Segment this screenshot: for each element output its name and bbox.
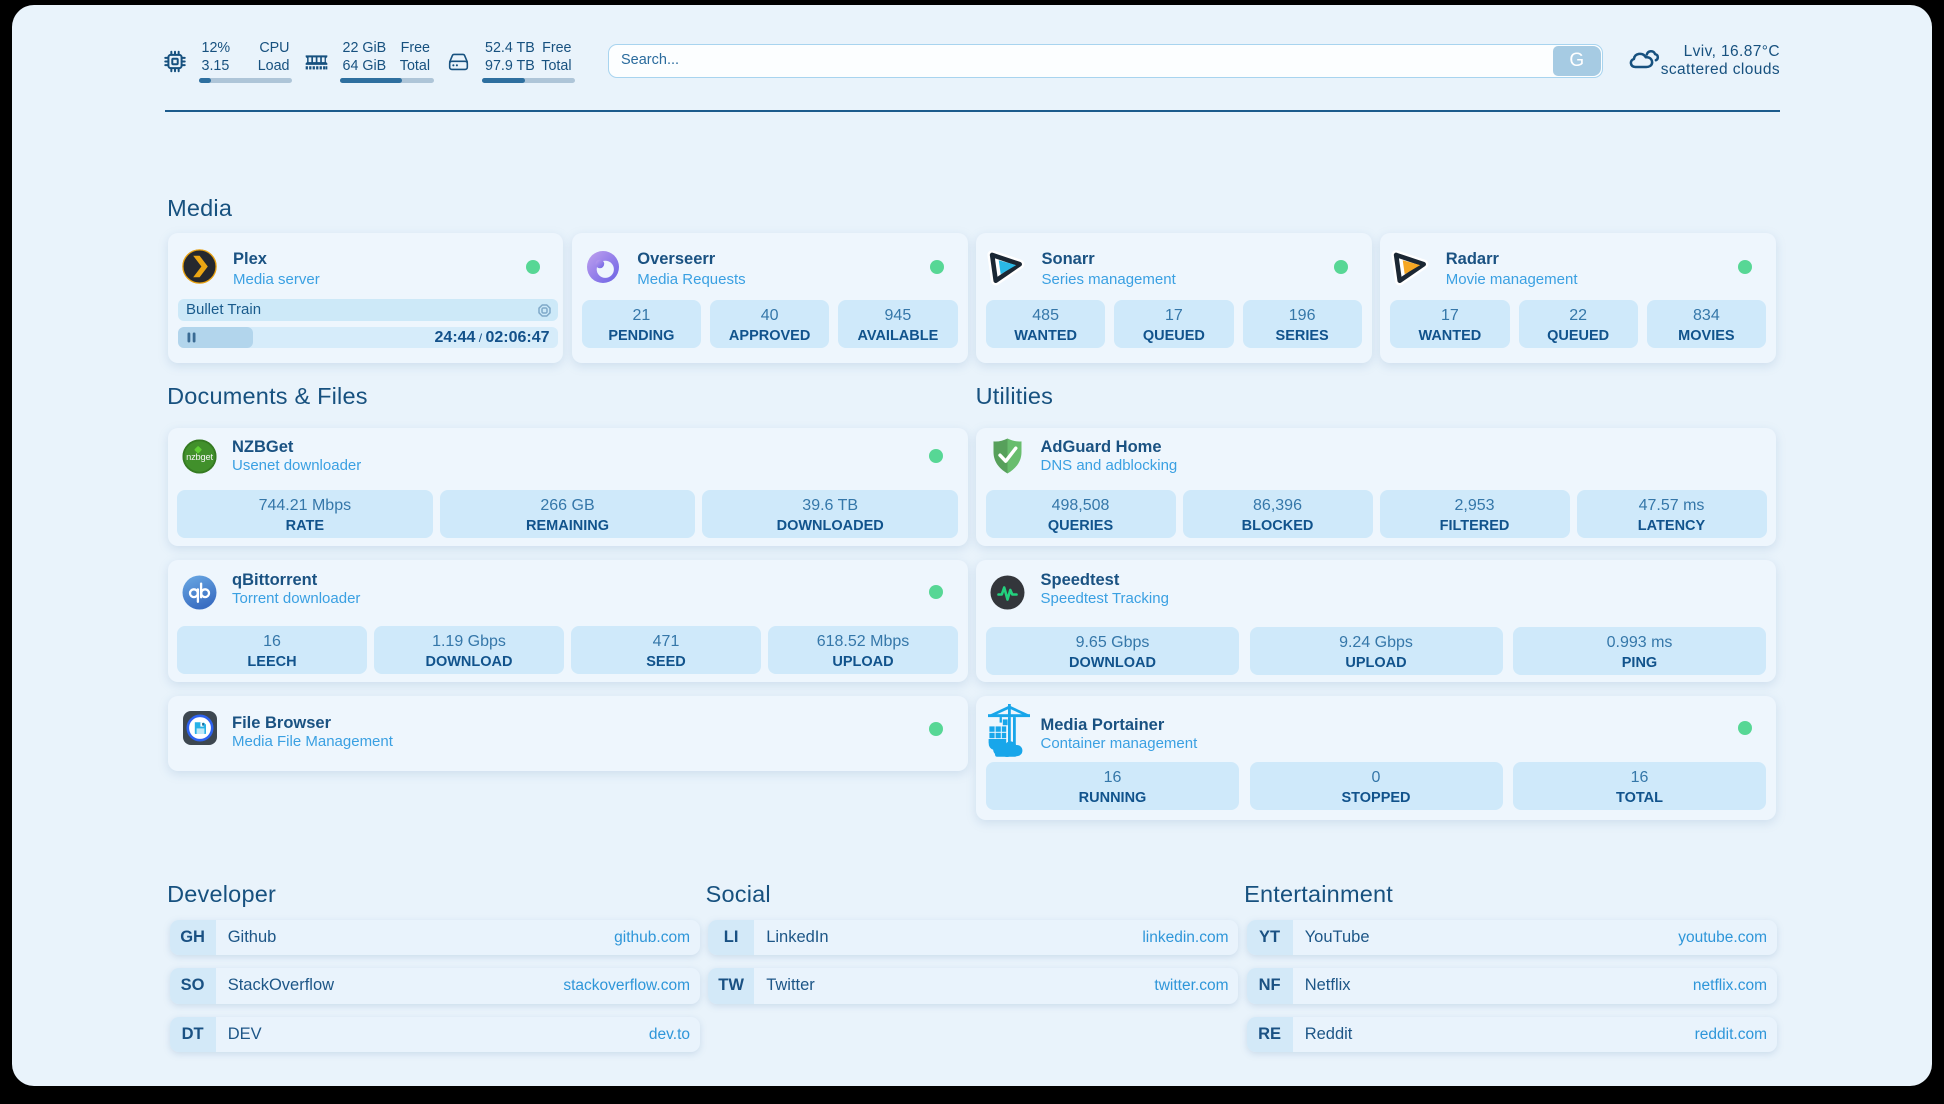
svg-text:nzbget: nzbget [186, 452, 213, 462]
